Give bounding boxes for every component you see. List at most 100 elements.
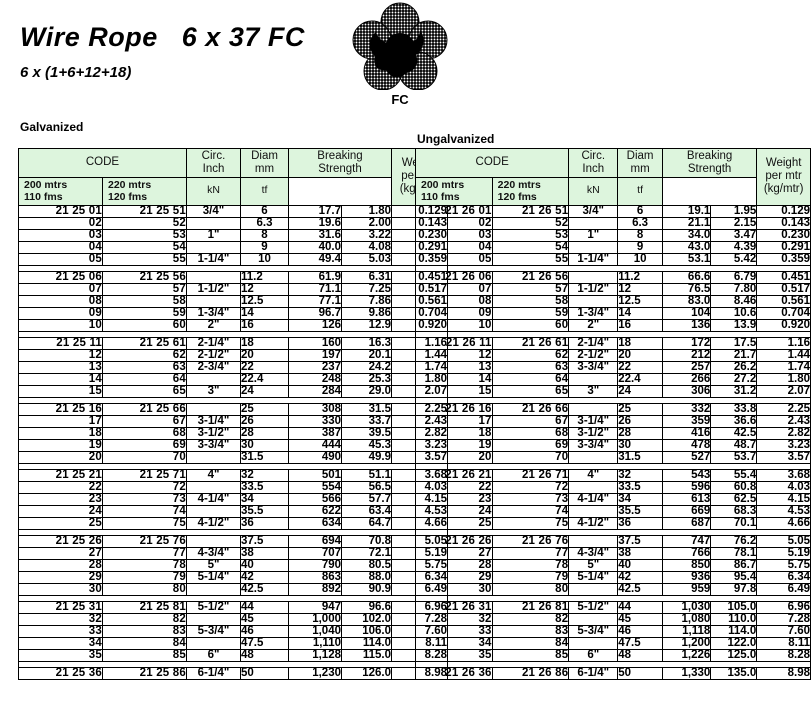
table-row[interactable]: 13 63 2-3/4" 22 237 24.2 1.74 (18, 360, 448, 374)
table-row[interactable]: 22 72 33.5 554 56.5 4.03 (18, 480, 448, 494)
cell-code-200: 25 (415, 516, 493, 530)
table-row[interactable]: 19 69 3-3/4" 30 478 48.7 3.23 (415, 438, 811, 452)
table-row[interactable]: 21 25 21 21 25 71 4" 32 501 51.1 3.68 (18, 468, 448, 482)
table-row[interactable]: 30 80 42.5 959 97.8 6.49 (415, 582, 811, 596)
table-row[interactable]: 22 72 33.5 596 60.8 4.03 (415, 480, 811, 494)
table-row[interactable]: 15 65 3" 24 306 31.2 2.07 (415, 384, 811, 398)
table-row[interactable]: 25 75 4-1/2" 36 634 64.7 4.66 (18, 516, 448, 530)
cell-breaking-tf: 114.0 (341, 636, 392, 650)
table-row[interactable]: 21 25 31 21 25 81 5-1/2" 44 947 96.6 6.96 (18, 600, 448, 614)
table-row[interactable]: 30 80 42.5 892 90.9 6.49 (18, 582, 448, 596)
table-row[interactable]: 09 59 1-3/4" 14 96.7 9.86 0.704 (18, 306, 448, 320)
cell-code-220: 60 (102, 318, 187, 332)
header-code-220: 220 mtrs 120 fms (491, 176, 570, 206)
cell-circ-inch (568, 480, 619, 494)
table-row[interactable]: 05 55 1-1/4" 10 53.1 5.42 0.359 (415, 252, 811, 266)
wire-rope-cross-section-icon: FC (352, 2, 448, 114)
cell-code-200: 32 (415, 612, 493, 626)
table-row[interactable]: 19 69 3-3/4" 30 444 45.3 3.23 (18, 438, 448, 452)
table-row[interactable]: 05 55 1-1/4" 10 49.4 5.03 0.359 (18, 252, 448, 266)
table-row[interactable]: 21 25 11 21 25 61 2-1/4" 18 160 16.3 1.16 (18, 336, 448, 350)
cell-weight-per-mtr: 8.11 (756, 636, 811, 650)
table-row[interactable]: 34 84 47.5 1,110 114.0 8.11 (18, 636, 448, 650)
table-row[interactable]: 27 77 4-3/4" 38 707 72.1 5.19 (18, 546, 448, 560)
table-row[interactable]: 34 84 47.5 1,200 122.0 8.11 (415, 636, 811, 650)
group-spacer (415, 397, 811, 403)
table-row[interactable]: 21 25 06 21 25 56 11.2 61.9 6.31 0.451 (18, 270, 448, 284)
cell-code-220: 58 (491, 294, 570, 308)
table-row[interactable]: 17 67 3-1/4" 26 330 33.7 2.43 (18, 414, 448, 428)
table-row[interactable]: 32 82 45 1,000 102.0 7.28 (18, 612, 448, 626)
table-row[interactable]: 04 54 9 40.0 4.08 0.291 (18, 240, 448, 254)
table-row[interactable]: 21 25 16 21 25 66 25 308 31.5 2.25 (18, 402, 448, 416)
table-row[interactable]: 25 75 4-1/2" 36 687 70.1 4.66 (415, 516, 811, 530)
table-row[interactable]: 21 26 21 21 26 71 4" 32 543 55.4 3.68 (415, 468, 811, 482)
table-row[interactable]: 18 68 3-1/2" 28 387 39.5 2.82 (18, 426, 448, 440)
table-row[interactable]: 35 85 6" 48 1,226 125.0 8.28 (415, 648, 811, 662)
table-row[interactable]: 21 25 26 21 25 76 37.5 694 70.8 5.05 (18, 534, 448, 548)
table-row[interactable]: 02 52 6.3 21.1 2.15 0.143 (415, 216, 811, 230)
table-row[interactable]: 33 83 5-3/4" 46 1,118 114.0 7.60 (415, 624, 811, 638)
table-row[interactable]: 21 25 36 21 25 86 6-1/4" 50 1,230 126.0 8.98 (18, 666, 448, 680)
table-row[interactable]: 12 62 2-1/2" 20 197 20.1 1.44 (18, 348, 448, 362)
table-row[interactable]: 29 79 5-1/4" 42 863 88.0 6.34 (18, 570, 448, 584)
cell-code-220: 85 (491, 648, 570, 662)
table-row[interactable]: 21 25 01 21 25 51 3/4" 6 17.7 1.80 0.129 (18, 204, 448, 218)
table-row[interactable]: 33 83 5-3/4" 46 1,040 106.0 7.60 (18, 624, 448, 638)
cell-weight-per-mtr: 0.451 (756, 270, 811, 284)
table-row[interactable]: 10 60 2" 16 136 13.9 0.920 (415, 318, 811, 332)
table-row[interactable]: 21 26 16 21 26 66 25 332 33.8 2.25 (415, 402, 811, 416)
table-row[interactable]: 27 77 4-3/4" 38 766 78.1 5.19 (415, 546, 811, 560)
table-row[interactable]: 24 74 35.5 669 68.3 4.53 (415, 504, 811, 518)
table-row[interactable]: 08 58 12.5 83.0 8.46 0.561 (415, 294, 811, 308)
table-row[interactable]: 21 26 36 21 26 86 6-1/4" 50 1,330 135.0 8.98 (415, 666, 811, 680)
table-row[interactable]: 21 26 01 21 26 51 3/4" 6 19.1 1.95 0.129 (415, 204, 811, 218)
cell-circ-inch: 6" (568, 648, 619, 662)
cell-breaking-kn: 332 (661, 402, 712, 416)
table-row[interactable]: 03 53 1" 8 34.0 3.47 0.230 (415, 228, 811, 242)
table-row[interactable]: 03 53 1" 8 31.6 3.22 0.230 (18, 228, 448, 242)
table-row[interactable]: 20 70 31.5 490 49.9 3.57 (18, 450, 448, 464)
table-row[interactable]: 18 68 3-1/2" 28 416 42.5 2.82 (415, 426, 811, 440)
cell-breaking-kn: 1,200 (661, 636, 712, 650)
table-row[interactable]: 29 79 5-1/4" 42 936 95.4 6.34 (415, 570, 811, 584)
table-row[interactable]: 21 26 26 21 26 76 37.5 747 76.2 5.05 (415, 534, 811, 548)
group-spacer-cell (415, 397, 811, 403)
table-row[interactable]: 07 57 1-1/2" 12 76.5 7.80 0.517 (415, 282, 811, 296)
table-row[interactable]: 35 85 6" 48 1,128 115.0 8.28 (18, 648, 448, 662)
table-row[interactable]: 28 78 5" 40 850 86.7 5.75 (415, 558, 811, 572)
table-row[interactable]: 07 57 1-1/2" 12 71.1 7.25 0.517 (18, 282, 448, 296)
table-row[interactable]: 14 64 22.4 248 25.3 1.80 (18, 372, 448, 386)
table-row[interactable]: 17 67 3-1/4" 26 359 36.6 2.43 (415, 414, 811, 428)
table-row[interactable]: 21 26 11 21 26 61 2-1/4" 18 172 17.5 1.16 (415, 336, 811, 350)
cell-diam-mm: 37.5 (617, 534, 663, 548)
table-row[interactable]: 21 26 06 21 26 56 11.2 66.6 6.79 0.451 (415, 270, 811, 284)
cell-code-200: 05 (415, 252, 493, 266)
table-row[interactable]: 10 60 2" 16 126 12.9 0.920 (18, 318, 448, 332)
table-row[interactable]: 09 59 1-3/4" 14 104 10.6 0.704 (415, 306, 811, 320)
table-row[interactable]: 02 52 6.3 19.6 2.00 0.143 (18, 216, 448, 230)
table-row[interactable]: 21 26 31 21 26 81 5-1/2" 44 1,030 105.0 6.96 (415, 600, 811, 614)
table-row[interactable]: 15 65 3" 24 284 29.0 2.07 (18, 384, 448, 398)
ungalvanized-table-wrapper: CODE Circ. Inch Diam mm Breaking Strengt… (414, 148, 811, 680)
table-row[interactable]: 23 73 4-1/4" 34 566 57.7 4.15 (18, 492, 448, 506)
cell-breaking-kn: 96.7 (288, 306, 342, 320)
table-row[interactable]: 08 58 12.5 77.1 7.86 0.561 (18, 294, 448, 308)
cell-code-200: 10 (18, 318, 103, 332)
table-row[interactable]: 32 82 45 1,080 110.0 7.28 (415, 612, 811, 626)
cell-circ-inch (186, 534, 241, 548)
table-row[interactable]: 14 64 22.4 266 27.2 1.80 (415, 372, 811, 386)
cell-code-200: 15 (415, 384, 493, 398)
cell-breaking-tf: 3.47 (710, 228, 758, 242)
table-row[interactable]: 24 74 35.5 622 63.4 4.53 (18, 504, 448, 518)
cell-breaking-kn: 31.6 (288, 228, 342, 242)
table-row[interactable]: 28 78 5" 40 790 80.5 5.75 (18, 558, 448, 572)
table-row[interactable]: 20 70 31.5 527 53.7 3.57 (415, 450, 811, 464)
cell-code-220: 83 (102, 624, 187, 638)
table-row[interactable]: 23 73 4-1/4" 34 613 62.5 4.15 (415, 492, 811, 506)
table-row[interactable]: 12 62 2-1/2" 20 212 21.7 1.44 (415, 348, 811, 362)
table-row[interactable]: 04 54 9 43.0 4.39 0.291 (415, 240, 811, 254)
cell-breaking-tf: 17.5 (710, 336, 758, 350)
table-row[interactable]: 13 63 3-3/4" 22 257 26.2 1.74 (415, 360, 811, 374)
cell-weight-per-mtr: 6.34 (756, 570, 811, 584)
